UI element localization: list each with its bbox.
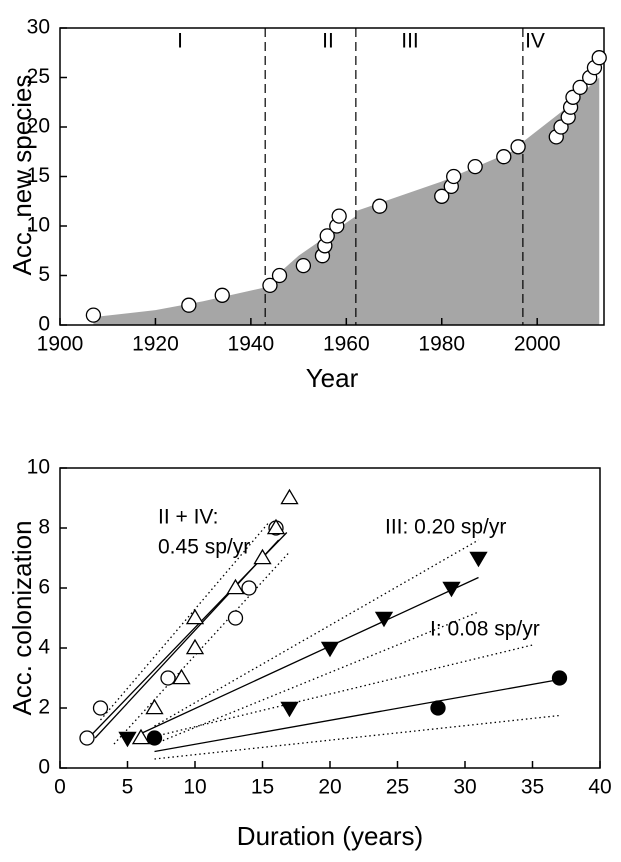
- fit-line: [154, 678, 560, 753]
- point: [430, 700, 446, 716]
- point: [118, 731, 137, 748]
- point: [185, 638, 205, 655]
- point: [374, 611, 394, 628]
- point: [295, 257, 312, 274]
- point: [320, 641, 340, 658]
- y-tick-label: 30: [27, 16, 50, 39]
- point: [214, 287, 230, 303]
- annotation: I: 0.08 sp/yr: [430, 618, 540, 641]
- x-tick-label: 1940: [228, 333, 275, 356]
- y-tick-label: 20: [27, 115, 50, 138]
- fit-line: [154, 644, 533, 738]
- point: [226, 578, 245, 595]
- point: [442, 581, 461, 598]
- x-tick-label: 30: [453, 776, 476, 799]
- annotation: II + IV:: [158, 506, 219, 529]
- point: [271, 267, 288, 284]
- y-tick-label: 10: [27, 456, 50, 479]
- region-label: I: [177, 30, 183, 53]
- point: [181, 297, 197, 313]
- x-tick-label: 25: [386, 776, 409, 799]
- point: [280, 701, 299, 718]
- point: [172, 668, 191, 685]
- y-tick-label: 8: [38, 516, 50, 539]
- region-label: IV: [525, 30, 545, 53]
- y-tick-label: 10: [27, 214, 50, 237]
- point: [146, 730, 163, 746]
- annotation: III: 0.20 sp/yr: [385, 516, 506, 539]
- point: [160, 670, 176, 686]
- y-tick-label: 6: [38, 576, 50, 599]
- point: [92, 700, 109, 716]
- point: [467, 158, 483, 175]
- point: [185, 608, 205, 625]
- y-tick-label: 2: [38, 696, 50, 719]
- x-axis-title: Duration (years): [237, 821, 423, 851]
- x-tick-label: 10: [183, 776, 206, 799]
- y-tick-label: 0: [38, 313, 50, 336]
- area: [93, 77, 600, 325]
- y-tick-label: 5: [38, 263, 50, 286]
- x-tick-label: 1900: [37, 333, 84, 356]
- point: [372, 198, 388, 214]
- x-tick-label: 15: [251, 776, 274, 799]
- point: [145, 698, 164, 715]
- y-axis-title: Acc. colonization: [7, 520, 37, 715]
- x-tick-label: 2000: [514, 333, 561, 356]
- x-tick-label: 0: [54, 776, 66, 799]
- point: [262, 277, 278, 294]
- point: [551, 670, 568, 686]
- point: [572, 79, 588, 96]
- x-tick-label: 40: [588, 776, 611, 799]
- point: [241, 580, 257, 596]
- fit-line: [140, 576, 479, 735]
- point: [434, 188, 450, 204]
- region-label: II: [322, 30, 334, 53]
- x-tick-label: 5: [122, 776, 134, 799]
- annotation: 0.45 sp/yr: [158, 536, 250, 559]
- region-label: III: [401, 30, 419, 53]
- y-tick-label: 15: [27, 164, 50, 187]
- point: [446, 168, 462, 185]
- point: [253, 548, 272, 565]
- point: [319, 228, 335, 244]
- point: [510, 139, 526, 155]
- x-axis-title: Year: [306, 363, 359, 393]
- point: [331, 208, 347, 224]
- point: [266, 518, 286, 535]
- fit-line: [154, 714, 560, 760]
- fit-line: [154, 539, 479, 727]
- point: [85, 307, 102, 323]
- y-axis-title: Acc. new species: [7, 75, 37, 276]
- y-tick-label: 25: [27, 65, 50, 88]
- point: [79, 730, 95, 746]
- point: [469, 551, 488, 568]
- y-tick-label: 4: [38, 636, 50, 659]
- x-tick-label: 1920: [132, 333, 179, 356]
- y-tick-label: 0: [38, 756, 50, 779]
- point: [591, 50, 607, 66]
- fit-line: [94, 539, 280, 739]
- x-tick-label: 1960: [323, 333, 370, 356]
- x-tick-label: 1980: [418, 333, 465, 356]
- point: [227, 610, 244, 626]
- point: [496, 149, 512, 165]
- x-tick-label: 20: [318, 776, 341, 799]
- point: [280, 488, 299, 505]
- x-tick-label: 35: [521, 776, 544, 799]
- point: [131, 728, 151, 745]
- fit-line: [100, 521, 270, 721]
- fit-line: [113, 551, 290, 745]
